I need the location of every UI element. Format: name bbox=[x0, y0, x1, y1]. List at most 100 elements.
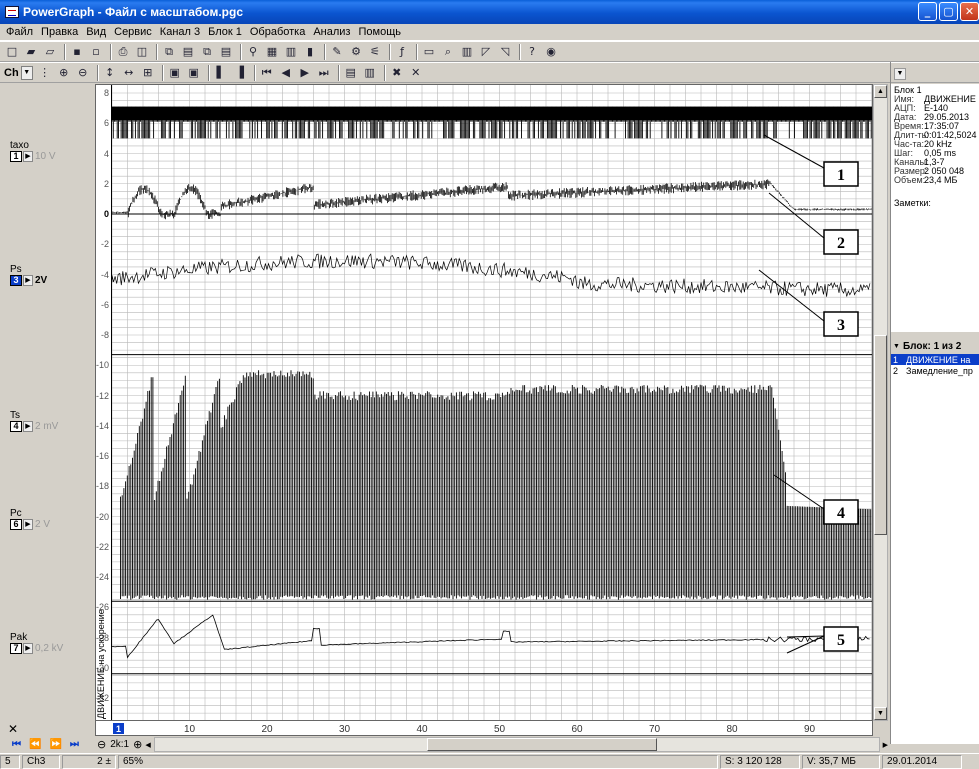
maximize-button[interactable]: ▢ bbox=[939, 2, 958, 21]
close-panel-icon[interactable]: ✕ bbox=[8, 722, 19, 736]
print-icon[interactable]: ⎙ bbox=[118, 44, 128, 58]
delete-marker-icon[interactable]: ✖ bbox=[392, 66, 402, 79]
channel-number[interactable]: 1 bbox=[10, 151, 22, 162]
print-preview-icon[interactable]: ◫ bbox=[136, 45, 148, 58]
link-icon[interactable]: ⚲ bbox=[248, 45, 258, 58]
channel-ps[interactable]: Ps 3 ▶ 2V bbox=[10, 264, 47, 286]
y-tick-label: -18 bbox=[95, 481, 109, 492]
web-icon[interactable]: ◉ bbox=[546, 45, 556, 58]
channel-taxo[interactable]: taxo 1 ▶ 10 V bbox=[10, 140, 56, 162]
grid-icon[interactable]: ▥ bbox=[285, 45, 297, 58]
edit-icon[interactable]: ✎ bbox=[332, 45, 342, 58]
paste-icon[interactable]: ▤ bbox=[182, 45, 194, 58]
menu-processing[interactable]: Обработка bbox=[249, 26, 306, 38]
table-icon[interactable]: ▦ bbox=[266, 45, 278, 58]
channel-expand-icon[interactable]: ▶ bbox=[23, 519, 33, 530]
function-icon[interactable]: ƒ bbox=[400, 45, 404, 58]
menu-block[interactable]: Блок 1 bbox=[208, 26, 242, 38]
callout-leader bbox=[758, 269, 825, 322]
channel-number[interactable]: 6 bbox=[10, 519, 22, 530]
info-key: Шаг: bbox=[894, 148, 914, 158]
zoom-in-icon[interactable]: ⊕ bbox=[59, 66, 69, 79]
vertical-expand-icon[interactable]: ↕ bbox=[105, 66, 115, 79]
callout-number: 4 bbox=[837, 505, 845, 522]
copy-icon[interactable]: ⧉ bbox=[165, 44, 173, 58]
channel-pak[interactable]: Pak 7 ▶ 0,2 kV bbox=[10, 632, 63, 654]
channel-number[interactable]: 3 bbox=[10, 275, 22, 286]
zoom-out-button[interactable]: ⊖ bbox=[97, 738, 107, 751]
plot-canvas[interactable]: 1 2 3 4 5 bbox=[112, 85, 872, 720]
marker-icon[interactable]: ▌ bbox=[216, 66, 225, 79]
channel-expand-icon[interactable]: ▶ bbox=[23, 275, 33, 286]
x-tick-label: 30 bbox=[339, 724, 351, 735]
channel-expand-icon[interactable]: ▶ bbox=[23, 151, 33, 162]
zoom-out-icon[interactable]: ⊖ bbox=[78, 66, 88, 79]
menu-edit[interactable]: Правка bbox=[41, 26, 79, 38]
menu-analysis[interactable]: Анализ bbox=[313, 26, 351, 38]
hscroll-thumb[interactable] bbox=[426, 738, 657, 751]
zoom-in-button[interactable]: ⊕ bbox=[133, 738, 143, 751]
save-as-icon[interactable]: ▫ bbox=[92, 45, 100, 58]
horizontal-scrollbar[interactable] bbox=[153, 737, 880, 752]
paste-channel-icon[interactable]: ▤ bbox=[220, 45, 232, 58]
save-icon[interactable]: ▪ bbox=[73, 45, 81, 58]
menu-service[interactable]: Сервис bbox=[114, 26, 152, 38]
plot-area[interactable]: 8 6 4 2 0 -2 -4 -6 -8 -10 -12 -14 -16 -18 -20 -22 -24 -26… bbox=[95, 84, 873, 721]
bar-icon[interactable]: ▮ bbox=[306, 45, 314, 58]
marker-clear-icon[interactable]: ▐ bbox=[235, 66, 244, 79]
open-folder-icon[interactable]: ▰ bbox=[26, 45, 36, 58]
chart2-icon[interactable]: ◹ bbox=[500, 45, 510, 58]
block-list-item[interactable]: 1 ДВИЖЕНИЕ на bbox=[891, 354, 979, 365]
help-icon[interactable]: ? bbox=[529, 45, 535, 58]
prev-block-icon[interactable]: ◀ bbox=[281, 66, 290, 79]
open-recent-icon[interactable]: ▱ bbox=[45, 45, 55, 58]
chart-icon[interactable]: ◸ bbox=[481, 45, 491, 58]
last-icon[interactable]: ⏭ bbox=[69, 739, 79, 750]
first-icon[interactable]: ⏮ bbox=[12, 739, 21, 750]
panel-dropdown-icon[interactable]: ▼ bbox=[894, 68, 906, 80]
scroll-thumb[interactable] bbox=[874, 335, 887, 535]
channel-dropdown[interactable]: ▼ bbox=[20, 65, 33, 80]
select-region-icon[interactable]: ▣ bbox=[169, 66, 180, 79]
first-block-icon[interactable]: ⏮ bbox=[261, 65, 272, 79]
spectrum-icon[interactable]: ▥ bbox=[461, 45, 473, 58]
last-block-icon[interactable]: ⏭ bbox=[318, 65, 329, 79]
menu-file[interactable]: Файл bbox=[6, 26, 34, 38]
channel-ts[interactable]: Ts 4 ▶ 2 mV bbox=[10, 410, 58, 432]
next-block-icon[interactable]: ▶ bbox=[300, 66, 309, 79]
fit-icon[interactable]: ⊞ bbox=[143, 66, 153, 79]
overlay-icon[interactable]: ▤ bbox=[345, 66, 356, 79]
vertical-scrollbar[interactable]: ▲ ▼ bbox=[873, 84, 888, 721]
block-list[interactable]: 1 ДВИЖЕНИЕ на 2 Замедление_пр bbox=[891, 354, 979, 744]
menu-help[interactable]: Помощь bbox=[358, 26, 401, 38]
block-dropdown-icon[interactable]: ▼ bbox=[893, 342, 900, 350]
scroll-up-icon[interactable]: ▲ bbox=[874, 85, 887, 98]
minimize-button[interactable]: _ bbox=[918, 2, 937, 21]
channel-expand-icon[interactable]: ▶ bbox=[23, 421, 33, 432]
channel-pc[interactable]: Pc 6 ▶ 2 V bbox=[10, 508, 50, 530]
horizontal-expand-icon[interactable]: ↔ bbox=[124, 66, 134, 79]
channel-expand-icon[interactable]: ▶ bbox=[23, 643, 33, 654]
new-file-icon[interactable]: □ bbox=[6, 45, 18, 58]
select-all-icon[interactable]: ▣ bbox=[188, 66, 199, 79]
menu-view[interactable]: Вид bbox=[86, 26, 107, 38]
settings-icon[interactable]: ⚙ bbox=[351, 45, 361, 58]
channel-list-icon[interactable]: ⋮ bbox=[39, 66, 51, 79]
copy-channel-icon[interactable]: ⧉ bbox=[203, 44, 211, 58]
forward-icon[interactable]: ⏩ bbox=[49, 739, 62, 750]
delete-all-icon[interactable]: ✕ bbox=[411, 66, 421, 79]
scroll-down-icon[interactable]: ▼ bbox=[874, 707, 887, 720]
rewind-icon[interactable]: ⏪ bbox=[29, 739, 42, 750]
scroll-left-icon[interactable]: ◀ bbox=[145, 741, 151, 749]
menu-channel[interactable]: Канал 3 bbox=[159, 26, 201, 38]
window-icon[interactable]: ▭ bbox=[423, 45, 435, 58]
close-button[interactable]: ✕ bbox=[960, 2, 979, 21]
overlay2-icon[interactable]: ▥ bbox=[364, 66, 375, 79]
channel-number[interactable]: 7 bbox=[10, 643, 22, 654]
zoom-icon[interactable]: ⌕ bbox=[444, 44, 452, 58]
channel-number[interactable]: 4 bbox=[10, 421, 22, 432]
filter-icon[interactable]: ⚟ bbox=[370, 45, 380, 58]
scroll-right-icon[interactable]: ▶ bbox=[882, 741, 888, 749]
block-list-header[interactable]: ▼ Блок: 1 из 2 bbox=[891, 339, 979, 353]
block-list-item[interactable]: 2 Замедление_пр bbox=[891, 365, 979, 376]
